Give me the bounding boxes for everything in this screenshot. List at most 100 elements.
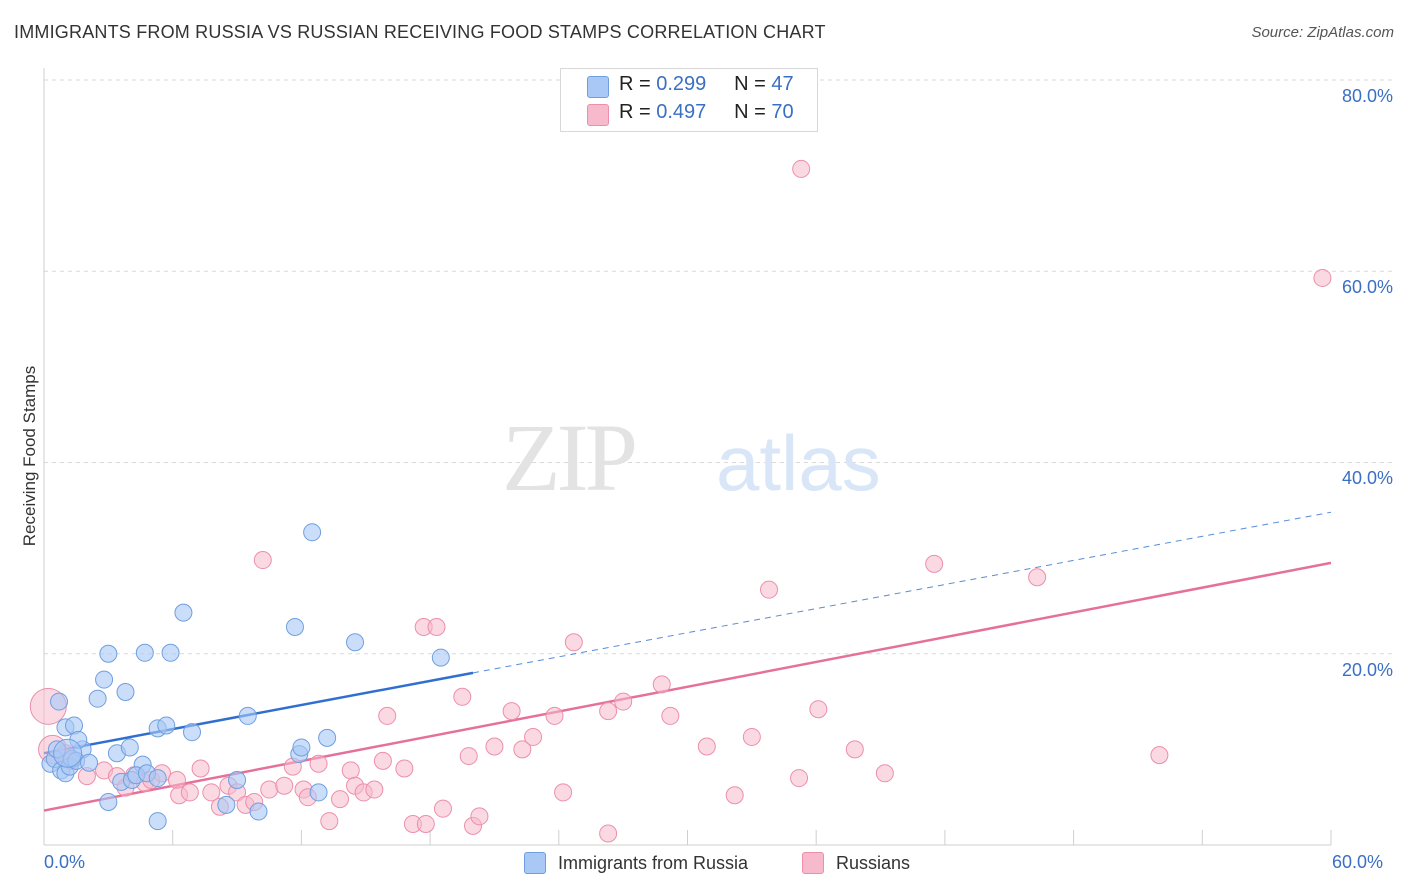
russians-point	[925, 554, 944, 573]
r-label: R =	[619, 73, 651, 95]
n-value-immigrants: 47	[771, 73, 794, 95]
r-value-immigrants: 0.299	[656, 73, 707, 95]
russians-point	[275, 776, 294, 795]
trend-lines	[43, 511, 1332, 812]
russians-point	[470, 807, 489, 826]
legend-item-russians: Russians	[802, 852, 910, 874]
russians-points	[29, 159, 1332, 843]
russians-point	[697, 737, 716, 756]
immigrants-point	[80, 753, 99, 772]
legend-label-russians: Russians	[836, 852, 911, 873]
x-tick-max: 60.0%	[1332, 852, 1384, 872]
legend-item-immigrants: Immigrants from Russia	[524, 852, 748, 874]
russians-point	[331, 790, 350, 809]
immigrants-point	[116, 683, 135, 701]
immigrants-point	[183, 723, 202, 742]
immigrants-point	[120, 738, 139, 757]
immigrants-point	[161, 643, 180, 662]
y-tick-40: 40.0%	[1341, 468, 1393, 488]
y-tick-60: 60.0%	[1341, 277, 1393, 297]
russians-point	[524, 727, 543, 746]
immigrants-trend-line	[43, 671, 474, 755]
russians-point	[809, 700, 828, 719]
russians-point	[365, 780, 384, 799]
legend-swatch-russians	[802, 852, 824, 874]
legend-label-immigrants: Immigrants from Russia	[558, 852, 749, 873]
r-label: R =	[619, 101, 651, 123]
immigrants-swatch	[587, 76, 609, 98]
x-tick-min: 0.0%	[44, 852, 86, 872]
russians-point	[661, 706, 680, 725]
source-credit: Source: ZipAtlas.com	[1251, 24, 1394, 41]
immigrants-point	[99, 644, 118, 663]
axes	[43, 68, 1332, 846]
russians-point	[725, 786, 744, 805]
russians-point	[378, 706, 397, 725]
russians-point	[180, 783, 199, 802]
russians-point	[260, 780, 279, 799]
immigrants-point	[53, 738, 83, 768]
russians-point	[373, 751, 392, 770]
watermark-atlas: atlas	[716, 419, 881, 507]
y-tick-80: 80.0%	[1341, 86, 1393, 106]
immigrants-point	[174, 603, 193, 622]
immigrants-point	[95, 670, 114, 689]
russians-point	[792, 159, 811, 178]
russians-point	[309, 754, 328, 773]
russians-point	[614, 692, 633, 711]
immigrants-point	[238, 706, 257, 725]
stats-legend: R = 0.299 N = 47 R = 0.497 N = 70	[560, 68, 818, 132]
russians-point	[760, 580, 779, 599]
russians-point	[395, 759, 414, 778]
watermark: ZIP atlas	[502, 404, 881, 511]
immigrants-point	[228, 770, 247, 789]
russians-trend-line	[43, 561, 1332, 812]
russians-point	[433, 799, 452, 818]
grid-lines	[44, 79, 1392, 655]
immigrants-point	[148, 769, 167, 788]
russians-point	[1313, 268, 1332, 287]
y-tick-20: 20.0%	[1341, 660, 1393, 680]
legend-swatch-immigrants	[524, 852, 546, 874]
russians-point	[742, 727, 761, 746]
n-value-russians: 70	[771, 101, 794, 123]
russians-point	[875, 764, 894, 783]
series-legend: Immigrants from Russia Russians	[0, 852, 1406, 878]
immigrants-points	[41, 523, 450, 831]
r-value-russians: 0.497	[656, 101, 707, 123]
russians-point	[167, 770, 186, 789]
russians-point	[1028, 568, 1047, 587]
immigrants-point	[50, 692, 69, 711]
immigrants-point	[285, 617, 304, 636]
watermark-zip: ZIP	[502, 404, 635, 511]
russians-point	[502, 702, 521, 721]
immigrants-point	[157, 716, 176, 735]
immigrants-point	[309, 783, 328, 802]
immigrants-point	[346, 633, 365, 652]
russians-point	[599, 702, 618, 721]
n-label: N =	[734, 101, 766, 123]
russians-point	[459, 747, 478, 766]
immigrants-point	[148, 812, 167, 831]
russians-point	[202, 783, 221, 802]
russians-point	[191, 759, 210, 778]
russians-point	[453, 687, 472, 706]
n-label: N =	[734, 73, 766, 95]
immigrants-point	[431, 648, 450, 667]
russians-swatch	[587, 104, 609, 126]
chart-title: IMMIGRANTS FROM RUSSIA VS RUSSIAN RECEIV…	[14, 22, 826, 42]
immigrants-point	[88, 689, 107, 708]
immigrants-point	[99, 792, 118, 811]
russians-point	[341, 761, 360, 780]
russians-point	[652, 675, 671, 694]
russians-point	[320, 812, 339, 831]
immigrants-point	[135, 643, 154, 662]
immigrants-trend-extension	[472, 511, 1332, 674]
immigrants-point	[292, 738, 311, 757]
russians-point	[513, 740, 532, 759]
russians-point	[427, 617, 446, 636]
russians-point	[564, 633, 583, 652]
russians-point	[1150, 746, 1169, 765]
russians-point	[416, 814, 435, 833]
